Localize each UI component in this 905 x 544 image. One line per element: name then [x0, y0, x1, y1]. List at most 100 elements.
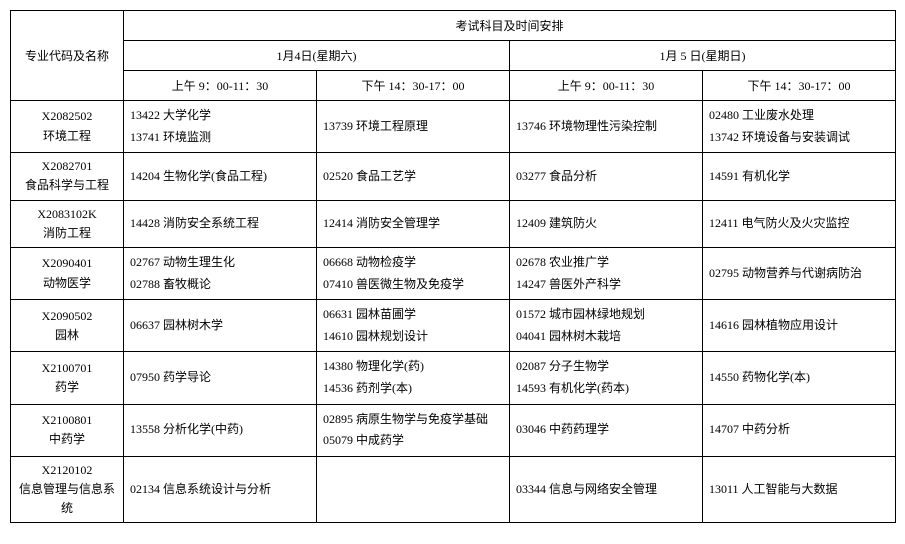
- major-code: X2090502: [17, 307, 117, 326]
- slot-cell: 06668 动物检疫学07410 兽医微生物及免疫学: [317, 247, 510, 299]
- course-entry: 06637 园林树木学: [130, 315, 310, 337]
- table-row: X2090502园林 06637 园林树木学 06631 园林苗圃学14610 园林…: [11, 300, 896, 352]
- slot-cell: 14616 园林植物应用设计: [703, 300, 896, 352]
- slot-cell: 14204 生物化学(食品工程): [124, 153, 317, 200]
- slot-cell: 02795 动物营养与代谢病防治: [703, 247, 896, 299]
- slot-cell: 13011 人工智能与大数据: [703, 456, 896, 523]
- table-header: 专业代码及名称 考试科目及时间安排 1月4日(星期六) 1月 5 日(星期日) …: [11, 11, 896, 101]
- header-day1: 1月4日(星期六): [124, 41, 510, 71]
- header-slot-d1-am: 上午 9：00-11：30: [124, 71, 317, 101]
- table-body: X2082502环境工程13422 大学化学13741 环境监测13739 环境…: [11, 101, 896, 523]
- major-cell: X2082701食品科学与工程: [11, 153, 124, 200]
- course-entry: 02895 病原生物学与免疫学基础: [323, 409, 503, 431]
- course-entry: 07950 药学导论: [130, 367, 310, 389]
- course-entry: 01572 城市园林绿地规划: [516, 304, 696, 326]
- course-entry: 14204 生物化学(食品工程): [130, 166, 310, 188]
- slot-cell: 13739 环境工程原理: [317, 101, 510, 153]
- exam-schedule-table: 专业代码及名称 考试科目及时间安排 1月4日(星期六) 1月 5 日(星期日) …: [10, 10, 896, 523]
- course-entry: 04041 园林树木栽培: [516, 326, 696, 348]
- slot-cell: 13558 分析化学(中药): [124, 404, 317, 456]
- major-code: X2082701: [17, 157, 117, 176]
- header-slot-d2-am: 上午 9：00-11：30: [510, 71, 703, 101]
- header-major: 专业代码及名称: [11, 11, 124, 101]
- course-entry: 02134 信息系统设计与分析: [130, 479, 310, 501]
- major-code: X2100801: [17, 411, 117, 430]
- course-entry: 13422 大学化学: [130, 105, 310, 127]
- course-entry: 13746 环境物理性污染控制: [516, 116, 696, 138]
- slot-cell: 02767 动物生理生化02788 畜牧概论: [124, 247, 317, 299]
- slot-cell: 03046 中药药理学: [510, 404, 703, 456]
- slot-cell: 13422 大学化学13741 环境监测: [124, 101, 317, 153]
- course-entry: 13739 环境工程原理: [323, 116, 503, 138]
- course-entry: 02480 工业废水处理: [709, 105, 889, 127]
- course-entry: 14610 园林规划设计: [323, 326, 503, 348]
- header-slot-d2-pm: 下午 14：30-17：00: [703, 71, 896, 101]
- slot-cell: 03277 食品分析: [510, 153, 703, 200]
- major-name: 药学: [17, 378, 117, 397]
- course-entry: 02087 分子生物学: [516, 356, 696, 378]
- table-row: X2083102K消防工程 14428 消防安全系统工程 12414 消防安全管理学…: [11, 200, 896, 247]
- course-entry: 06668 动物检疫学: [323, 252, 503, 274]
- course-entry: 06631 园林苗圃学: [323, 304, 503, 326]
- major-code: X2082502: [17, 107, 117, 126]
- slot-cell: 14550 药物化学(本): [703, 352, 896, 404]
- major-code: X2100701: [17, 359, 117, 378]
- header-top: 考试科目及时间安排: [124, 11, 896, 41]
- slot-cell: 14380 物理化学(药)14536 药剂学(本): [317, 352, 510, 404]
- major-code: X2083102K: [17, 205, 117, 224]
- major-name: 园林: [17, 326, 117, 345]
- slot-cell: 12411 电气防火及火灾监控: [703, 200, 896, 247]
- major-name: 动物医学: [17, 274, 117, 293]
- course-entry: 02678 农业推广学: [516, 252, 696, 274]
- course-entry: 14616 园林植物应用设计: [709, 315, 889, 337]
- slot-cell: 01572 城市园林绿地规划04041 园林树木栽培: [510, 300, 703, 352]
- slot-cell: 12414 消防安全管理学: [317, 200, 510, 247]
- course-entry: 13011 人工智能与大数据: [709, 479, 889, 501]
- slot-cell: 02087 分子生物学14593 有机化学(药本): [510, 352, 703, 404]
- course-entry: 03046 中药药理学: [516, 419, 696, 441]
- course-entry: 13741 环境监测: [130, 127, 310, 149]
- course-entry: 07410 兽医微生物及免疫学: [323, 274, 503, 296]
- slot-cell: 13746 环境物理性污染控制: [510, 101, 703, 153]
- major-cell: X2100701药学: [11, 352, 124, 404]
- major-name: 中药学: [17, 430, 117, 449]
- table-row: X2120102信息管理与信息系统 02134 信息系统设计与分析 03344 信息…: [11, 456, 896, 523]
- course-entry: 03277 食品分析: [516, 166, 696, 188]
- course-entry: 12411 电气防火及火灾监控: [709, 213, 889, 235]
- major-name: 信息管理与信息系统: [17, 480, 117, 518]
- course-entry: 14593 有机化学(药本): [516, 378, 696, 400]
- slot-cell: 14428 消防安全系统工程: [124, 200, 317, 247]
- slot-cell: [317, 456, 510, 523]
- major-cell: X2090401动物医学: [11, 247, 124, 299]
- course-entry: 02767 动物生理生化: [130, 252, 310, 274]
- major-name: 消防工程: [17, 224, 117, 243]
- course-entry: 14428 消防安全系统工程: [130, 213, 310, 235]
- major-cell: X2090502园林: [11, 300, 124, 352]
- course-entry: 14536 药剂学(本): [323, 378, 503, 400]
- table-row: X2100701药学 07950 药学导论 14380 物理化学(药)14536 药…: [11, 352, 896, 404]
- slot-cell: 12409 建筑防火: [510, 200, 703, 247]
- slot-cell: 07950 药学导论: [124, 352, 317, 404]
- slot-cell: 06631 园林苗圃学14610 园林规划设计: [317, 300, 510, 352]
- major-cell: X2120102信息管理与信息系统: [11, 456, 124, 523]
- header-day2: 1月 5 日(星期日): [510, 41, 896, 71]
- table-row: X2090401动物医学02767 动物生理生化02788 畜牧概论06668 …: [11, 247, 896, 299]
- course-entry: 14380 物理化学(药): [323, 356, 503, 378]
- slot-cell: 02480 工业废水处理13742 环境设备与安装调试: [703, 101, 896, 153]
- slot-cell: 14591 有机化学: [703, 153, 896, 200]
- major-code: X2090401: [17, 254, 117, 273]
- slot-cell: 02520 食品工艺学: [317, 153, 510, 200]
- course-entry: 12414 消防安全管理学: [323, 213, 503, 235]
- course-entry: 02520 食品工艺学: [323, 166, 503, 188]
- course-entry: 13558 分析化学(中药): [130, 419, 310, 441]
- slot-cell: 02134 信息系统设计与分析: [124, 456, 317, 523]
- major-code: X2120102: [17, 461, 117, 480]
- table-row: X2082502环境工程13422 大学化学13741 环境监测13739 环境…: [11, 101, 896, 153]
- slot-cell: 03344 信息与网络安全管理: [510, 456, 703, 523]
- major-cell: X2083102K消防工程: [11, 200, 124, 247]
- course-entry: 05079 中成药学: [323, 430, 503, 452]
- slot-cell: 02678 农业推广学14247 兽医外产科学: [510, 247, 703, 299]
- course-entry: 14591 有机化学: [709, 166, 889, 188]
- course-entry: 02788 畜牧概论: [130, 274, 310, 296]
- course-entry: 03344 信息与网络安全管理: [516, 479, 696, 501]
